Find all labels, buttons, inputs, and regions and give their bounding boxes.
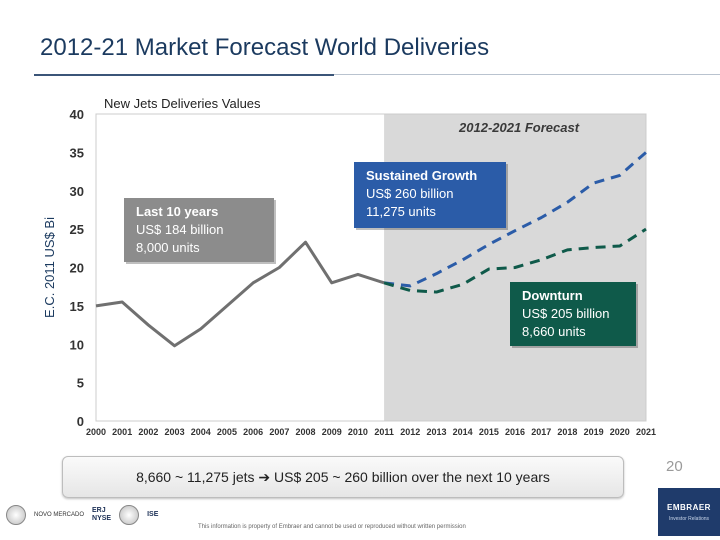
x-tick-label: 2008 [296,427,316,437]
x-tick-label: 2015 [479,427,499,437]
y-axis-label: E.C. 2011 US$ Bi [42,217,57,318]
page-title: 2012-21 Market Forecast World Deliveries [40,34,490,61]
x-tick-label: 2014 [453,427,473,437]
erj-nyse-logo: ERJ NYSE [92,507,111,523]
exchange-logos: NOVO MERCADO ERJ NYSE ISE [6,505,158,525]
y-tick-label: 40 [70,107,84,122]
annotation-text: US$ 184 billion [136,222,223,237]
y-tick-label: 20 [70,261,84,276]
embraer-brand-panel: EMBRAER Investor Relations [658,488,720,536]
page-number: 20 [666,458,683,475]
x-tick-label: 2016 [505,427,525,437]
x-tick-label: 2003 [165,427,185,437]
annotation-text: Last 10 years [136,204,218,219]
annotation-text: US$ 205 billion [522,306,609,321]
chart-title: New Jets Deliveries Values [104,96,261,111]
erj-label: ERJ [92,507,106,514]
x-tick-label: 2018 [557,427,577,437]
x-tick-label: 2007 [269,427,289,437]
annotation-text: 8,660 units [522,324,586,339]
title-divider-accent [34,74,334,76]
y-tick-label: 15 [70,299,84,314]
x-tick-label: 2010 [348,427,368,437]
x-tick-label: 2004 [191,427,211,437]
y-tick-label: 30 [70,184,84,199]
x-tick-label: 2011 [374,427,394,437]
y-tick-label: 0 [77,414,84,429]
ise-logo: ISE [147,511,159,518]
y-tick-label: 10 [70,337,84,352]
globe-logo-icon [119,505,140,525]
annotation-text: 11,275 units [366,204,436,219]
y-tick-label: 25 [70,222,84,237]
summary-callout: 8,660 ~ 11,275 jets ➔ US$ 205 ~ 260 bill… [62,456,624,498]
disclaimer-text: This information is property of Embraer … [198,524,466,530]
annotation-box: Downturn US$ 205 billion 8,660 units [510,282,638,348]
annotation-text: Sustained Growth [366,168,477,183]
x-tick-label: 2005 [217,427,237,437]
x-tick-label: 2001 [112,427,132,437]
novo-mercado-logo: NOVO MERCADO [34,511,85,518]
forecast-region-label: 2012-2021 Forecast [458,120,580,135]
annotation-text: US$ 260 billion [366,186,453,201]
x-tick-label: 2020 [610,427,630,437]
x-tick-label: 2006 [243,427,263,437]
y-tick-label: 35 [70,145,84,160]
x-tick-label: 2012 [400,427,420,437]
annotation-background [124,198,274,262]
summary-text: 8,660 ~ 11,275 jets ➔ US$ 205 ~ 260 bill… [136,468,550,485]
series-line-historical [95,240,385,348]
title-divider [34,74,720,75]
x-tick-label: 2013 [426,427,446,437]
annotation-text: Downturn [522,288,583,303]
x-tick-label: 2017 [531,427,551,437]
annotation-background [510,282,636,346]
x-tick-label: 2009 [322,427,342,437]
embraer-logo: EMBRAER [667,502,711,512]
deliveries-chart: 2012-2021 Forecast 0 5 10 15 20 25 30 35 40 2000 20… [42,96,656,437]
x-tick-label: 2002 [138,427,158,437]
investor-relations-label: Investor Relations [668,515,710,522]
annotation-box: Sustained Growth US$ 260 billion 11,275 un… [354,162,508,230]
x-tick-label: 2019 [584,427,604,437]
y-tick-label: 5 [77,376,84,391]
nyse-label: NYSE [92,515,112,522]
plot-frame [95,113,647,422]
annotation-text: 8,000 units [136,240,200,255]
x-tick-label: 2000 [86,427,106,437]
x-tick-label: 2021 [636,427,656,437]
annotation-background [354,162,506,228]
annotation-box: Last 10 years US$ 184 billion 8,000 units [124,198,276,264]
bovespa-logo-icon [6,505,26,525]
